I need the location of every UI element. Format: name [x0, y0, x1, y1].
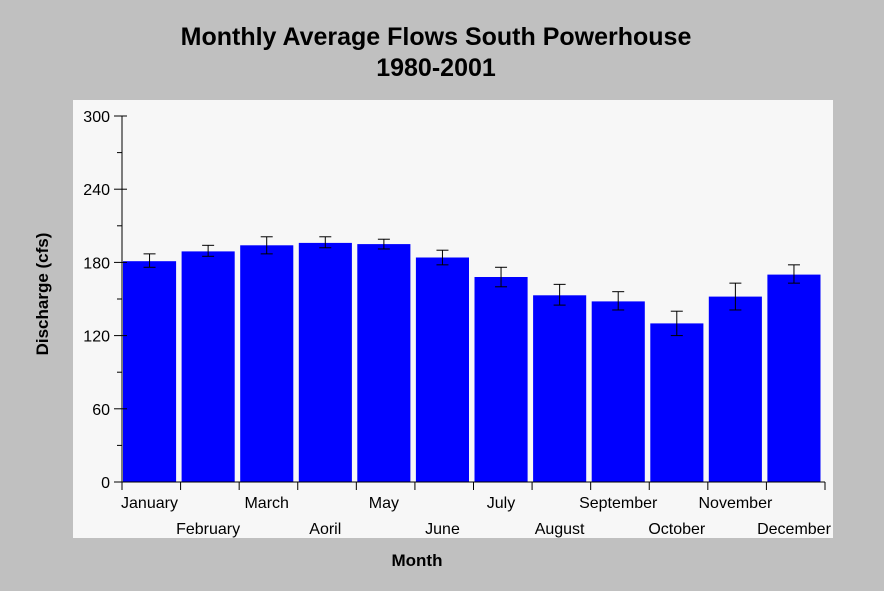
error-bar-november — [729, 282, 742, 311]
y-tick-label: 0 — [101, 475, 110, 492]
error-bar-june — [436, 249, 449, 266]
x-tick-label: January — [121, 495, 178, 512]
errorbars-layer — [143, 236, 800, 337]
error-bar-february — [202, 244, 215, 257]
x-tick-label: August — [535, 521, 585, 538]
bar-may — [357, 244, 411, 482]
bar-september — [591, 301, 645, 482]
x-tick-label: February — [176, 521, 240, 538]
chart-title: Monthly Average Flows South Powerhouse 1… — [0, 22, 872, 84]
chart-subtitle: 1980-2001 — [376, 54, 496, 82]
bar-november — [708, 296, 762, 482]
x-tick-label: July — [487, 495, 515, 512]
y-tick-label: 180 — [83, 255, 110, 272]
bar-january — [123, 261, 177, 482]
error-bar-august — [553, 283, 566, 306]
error-bar-july — [495, 266, 508, 288]
y-axis-label: Discharge (cfs) — [33, 233, 52, 356]
x-tick-label: June — [425, 521, 460, 538]
error-bar-may — [377, 238, 390, 250]
bar-march — [240, 245, 294, 482]
bar-august — [533, 295, 587, 482]
x-axis-label: Month — [392, 551, 443, 570]
error-bar-october — [670, 310, 683, 337]
error-bar-january — [143, 253, 156, 268]
x-tick-label: March — [244, 495, 288, 512]
y-tick-label: 300 — [83, 109, 110, 126]
bar-june — [415, 257, 469, 482]
y-tick-label: 240 — [83, 182, 110, 199]
error-bar-march — [260, 236, 273, 255]
error-bar-december — [787, 264, 800, 284]
bar-february — [181, 251, 235, 482]
x-tick-label: September — [579, 495, 658, 512]
bar-october — [650, 323, 704, 482]
y-tick-label: 120 — [83, 329, 110, 346]
chart-title-line1: Monthly Average Flows South Powerhouse — [180, 23, 692, 51]
error-bar-aoril — [319, 236, 332, 249]
error-bar-september — [612, 291, 625, 311]
x-tick-label: December — [757, 521, 831, 538]
x-tick-label: October — [648, 521, 706, 538]
x-tick-label: May — [369, 495, 399, 512]
x-tick-label: November — [698, 495, 772, 512]
x-tick-label: Aoril — [309, 521, 341, 538]
bars-layer — [123, 242, 821, 482]
bar-december — [767, 274, 821, 482]
bar-aoril — [298, 242, 352, 482]
y-tick-label: 60 — [92, 402, 110, 419]
bar-july — [474, 277, 528, 482]
